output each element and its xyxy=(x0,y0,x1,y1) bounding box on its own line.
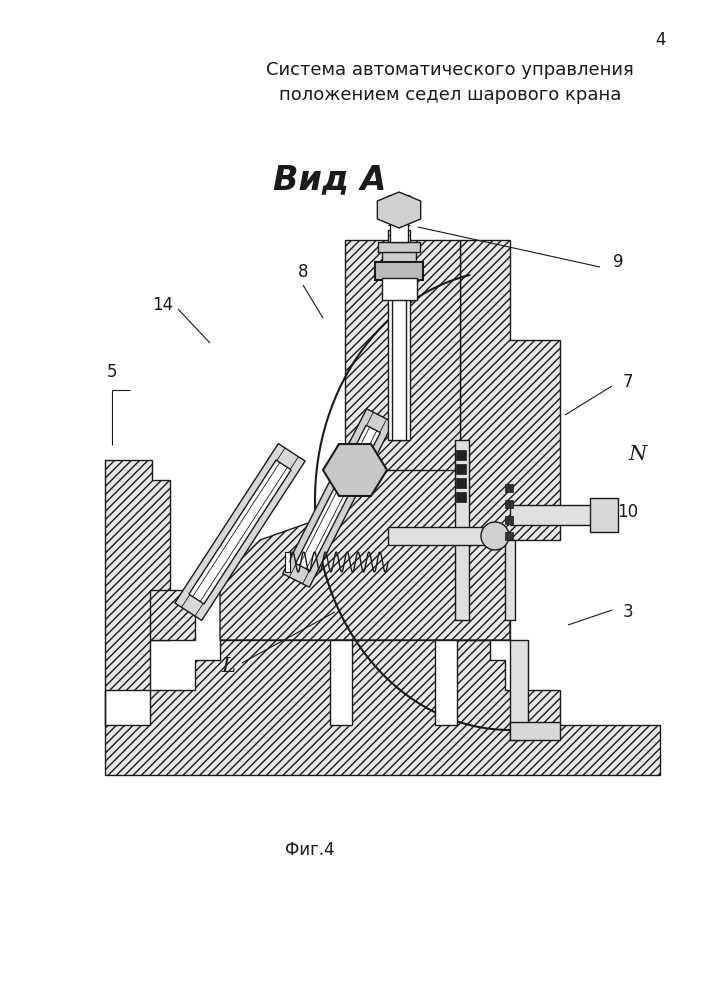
Text: 5: 5 xyxy=(107,363,117,381)
Polygon shape xyxy=(456,450,466,460)
Polygon shape xyxy=(510,505,595,525)
Polygon shape xyxy=(456,492,466,502)
Polygon shape xyxy=(189,460,291,604)
Polygon shape xyxy=(505,516,513,524)
Text: L: L xyxy=(221,658,235,676)
Polygon shape xyxy=(388,230,410,440)
Polygon shape xyxy=(382,250,416,265)
Text: 7: 7 xyxy=(623,373,633,391)
Polygon shape xyxy=(378,192,421,228)
Polygon shape xyxy=(330,640,352,725)
Polygon shape xyxy=(388,527,488,545)
Polygon shape xyxy=(505,484,513,492)
Polygon shape xyxy=(590,498,618,532)
Polygon shape xyxy=(105,640,660,775)
Circle shape xyxy=(481,522,509,550)
Text: 3: 3 xyxy=(623,603,633,621)
Polygon shape xyxy=(345,240,460,470)
Text: Фиг.4: Фиг.4 xyxy=(285,841,335,859)
Polygon shape xyxy=(296,425,380,571)
Text: положением седел шарового крана: положением седел шарового крана xyxy=(279,86,621,104)
Polygon shape xyxy=(510,722,560,740)
Text: 4: 4 xyxy=(440,696,450,714)
Text: 14: 14 xyxy=(153,296,173,314)
Text: 8: 8 xyxy=(298,263,308,281)
Polygon shape xyxy=(455,440,469,620)
Polygon shape xyxy=(150,590,195,640)
Polygon shape xyxy=(105,460,170,725)
Polygon shape xyxy=(285,552,290,572)
Polygon shape xyxy=(456,478,466,488)
Polygon shape xyxy=(382,278,417,300)
Text: 10: 10 xyxy=(617,503,638,521)
Polygon shape xyxy=(392,295,406,440)
Polygon shape xyxy=(435,640,457,725)
Polygon shape xyxy=(460,240,560,640)
Text: N: N xyxy=(629,446,647,464)
Polygon shape xyxy=(283,409,393,587)
Polygon shape xyxy=(456,464,466,474)
Text: 9: 9 xyxy=(613,253,624,271)
Polygon shape xyxy=(323,444,387,496)
Polygon shape xyxy=(505,500,513,508)
Text: 4: 4 xyxy=(655,31,665,49)
Polygon shape xyxy=(378,242,420,252)
Text: Система автоматического управления: Система автоматического управления xyxy=(266,61,634,79)
Text: Вид А: Вид А xyxy=(274,163,387,196)
Polygon shape xyxy=(375,262,423,280)
Polygon shape xyxy=(175,444,305,620)
Polygon shape xyxy=(505,532,513,540)
Polygon shape xyxy=(505,540,515,620)
Polygon shape xyxy=(390,210,408,242)
Polygon shape xyxy=(220,470,510,640)
Polygon shape xyxy=(510,640,528,740)
